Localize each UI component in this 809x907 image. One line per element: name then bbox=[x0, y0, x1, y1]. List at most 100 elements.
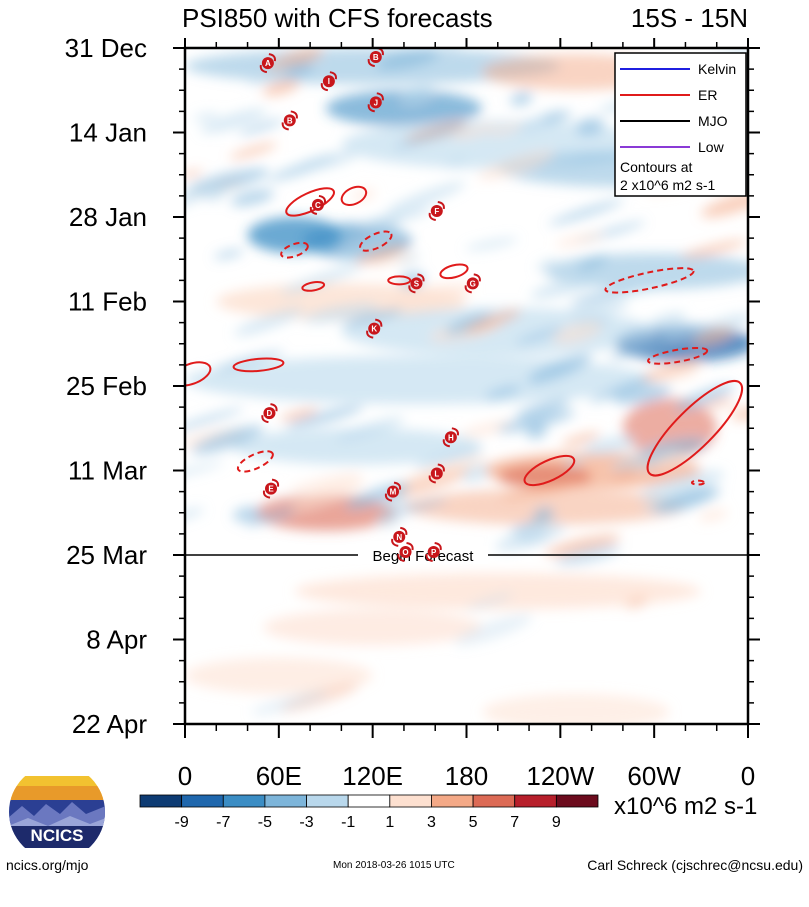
anomaly-blob bbox=[608, 336, 676, 360]
x-tick-label: 120E bbox=[342, 761, 403, 791]
anomaly-blob bbox=[444, 158, 468, 168]
storm-dot bbox=[410, 277, 423, 290]
colorbar-swatch bbox=[139, 794, 183, 808]
anomaly-blob bbox=[185, 183, 219, 210]
storm-dot bbox=[444, 431, 457, 444]
storm-arm bbox=[406, 541, 414, 551]
colorbar-swatch bbox=[514, 794, 557, 808]
y-tick-label: 31 Dec bbox=[65, 33, 147, 63]
anomaly-band bbox=[185, 355, 655, 405]
anomaly-blob bbox=[445, 312, 492, 335]
storm-arm bbox=[309, 206, 318, 215]
storm-arm bbox=[391, 538, 399, 547]
storm-marker: B bbox=[281, 110, 298, 131]
er-contour-positive bbox=[301, 281, 326, 292]
anomaly-blob bbox=[698, 509, 728, 522]
er-contour-negative bbox=[690, 479, 705, 486]
storm-arm bbox=[451, 427, 459, 436]
anomaly-blob bbox=[484, 385, 522, 400]
colorbar-swatch bbox=[472, 794, 516, 808]
anomaly-blob bbox=[466, 592, 514, 611]
anomaly-blob bbox=[576, 117, 605, 136]
colorbar-label: 1 bbox=[385, 814, 394, 831]
anomaly-blob bbox=[290, 479, 365, 511]
anomaly-blob bbox=[367, 215, 401, 231]
colorbar-swatch bbox=[306, 794, 349, 808]
er-contour-positive bbox=[285, 187, 335, 217]
storm-dot bbox=[427, 545, 440, 558]
anomaly-blob bbox=[583, 436, 636, 456]
anomaly-blob bbox=[589, 378, 648, 403]
anomaly-blob bbox=[518, 526, 549, 545]
colorbar-swatch bbox=[181, 794, 224, 808]
anomaly-blob bbox=[654, 367, 701, 382]
anomaly-blob bbox=[355, 244, 407, 265]
anomaly-blob bbox=[555, 232, 604, 247]
logo-text: NCICS bbox=[31, 826, 84, 845]
anomaly-blob bbox=[561, 432, 601, 447]
anomaly-blob bbox=[465, 237, 519, 251]
y-tick-label: 14 Jan bbox=[69, 118, 147, 148]
anomaly-blob bbox=[234, 307, 304, 337]
y-tick-label: 11 Mar bbox=[68, 456, 147, 486]
anomaly-blob bbox=[451, 124, 498, 140]
anomaly-blob bbox=[244, 508, 297, 527]
anomaly-blob bbox=[624, 596, 648, 610]
storm-label: K bbox=[371, 325, 377, 334]
storm-dot bbox=[430, 467, 443, 480]
storm-arm bbox=[384, 493, 393, 502]
x-tick-label: 120W bbox=[526, 761, 594, 791]
anomaly-blob bbox=[262, 79, 300, 97]
storm-marker: I bbox=[320, 71, 337, 92]
footer-site[interactable]: ncics.org/mjo bbox=[6, 857, 89, 873]
anomaly-blob bbox=[577, 254, 609, 271]
x-tick-label: 60E bbox=[256, 761, 302, 791]
er-contour-positive bbox=[523, 454, 576, 487]
anomaly-blob bbox=[342, 308, 403, 327]
storm-label: E bbox=[268, 485, 274, 494]
storm-dot bbox=[283, 114, 296, 127]
storm-dot bbox=[430, 204, 443, 217]
anomaly-blob bbox=[644, 312, 687, 336]
anomaly-blob bbox=[382, 493, 409, 509]
anomaly-band bbox=[325, 90, 483, 127]
anomaly-blob bbox=[302, 303, 379, 324]
x-axis: 0 60E 120E 180 120W 60W 0 bbox=[178, 38, 755, 791]
storm-arm bbox=[259, 64, 268, 74]
legend-box bbox=[614, 52, 747, 197]
anomaly-blob bbox=[552, 321, 603, 344]
anomaly-blob bbox=[497, 409, 576, 433]
storm-label: P bbox=[431, 548, 437, 557]
anomaly-blob bbox=[280, 263, 364, 295]
legend-note-2: 2 x10^6 m2 s-1 bbox=[620, 177, 715, 193]
er-contour-positive bbox=[439, 263, 469, 280]
storm-dot bbox=[369, 51, 382, 64]
storm-marker: H bbox=[442, 427, 459, 448]
storm-label: H bbox=[448, 433, 454, 442]
colorbar-label: -5 bbox=[258, 814, 272, 831]
anomaly-blob bbox=[693, 327, 734, 346]
er-contour-negative bbox=[359, 230, 393, 252]
anomaly-blob bbox=[608, 273, 681, 297]
storm-arm bbox=[417, 273, 425, 282]
anomaly-blob bbox=[509, 521, 542, 534]
colorbar-label: -9 bbox=[175, 814, 189, 831]
y-tick-label: 11 Feb bbox=[68, 287, 147, 317]
anomaly-blob bbox=[548, 199, 624, 226]
anomaly-blob bbox=[286, 405, 364, 429]
storm-arm bbox=[397, 553, 405, 562]
storm-arm bbox=[268, 53, 277, 62]
forecast-label: Begin Forecast bbox=[373, 548, 475, 565]
anomaly-blob bbox=[461, 420, 515, 437]
er-contour-positive bbox=[232, 357, 285, 373]
anomaly-blob bbox=[510, 91, 533, 107]
er-contour-positive bbox=[340, 185, 368, 206]
anomaly-blob bbox=[185, 169, 204, 178]
anomaly-blob bbox=[464, 309, 522, 333]
storm-marker: M bbox=[384, 481, 402, 502]
legend: Kelvin ER MJO Low Contours at 2 x10^6 m2 s-… bbox=[614, 52, 747, 197]
colorbar-label: 9 bbox=[552, 814, 561, 831]
storm-dot bbox=[311, 198, 324, 211]
storm-arm bbox=[318, 194, 327, 204]
anomaly-blob bbox=[213, 249, 244, 259]
